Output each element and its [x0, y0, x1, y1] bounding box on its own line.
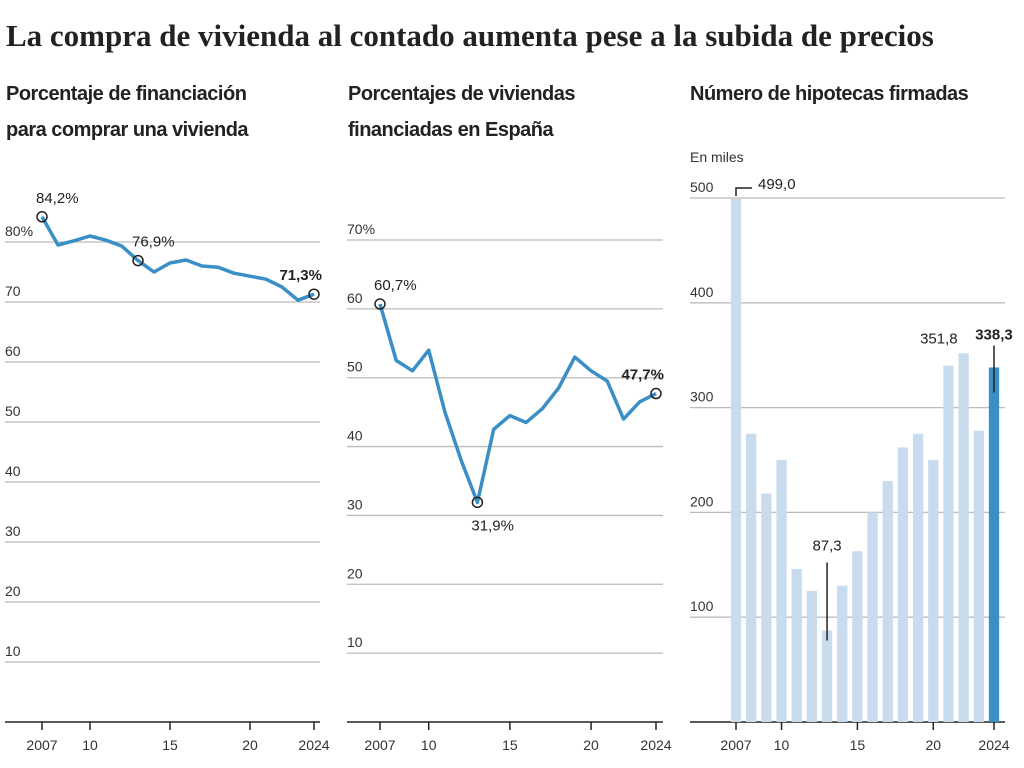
data-label: 31,9% [471, 517, 514, 534]
y-tick-label: 30 [5, 523, 21, 539]
x-tick-label: 20 [583, 737, 599, 753]
point [374, 298, 386, 310]
y-tick-label: 70% [347, 221, 375, 237]
bar [791, 568, 802, 722]
point [471, 496, 484, 509]
bar [928, 460, 939, 722]
y-tick-label: 10 [347, 634, 363, 650]
bar [988, 367, 1000, 722]
main-title: La compra de vivienda al contado aumenta… [6, 18, 934, 53]
data-label: 499,0 [758, 176, 796, 193]
y-tick-label: 100 [690, 598, 714, 614]
y-tick-label: 400 [690, 284, 714, 300]
x-tick-label: 15 [850, 737, 866, 753]
x-tick-label: 10 [774, 737, 790, 753]
x-tick-label: 2007 [720, 737, 751, 753]
x-tick-label: 2024 [298, 737, 329, 753]
y-tick-label: 50 [5, 403, 21, 419]
data-label: 87,3 [812, 538, 841, 555]
y-tick-label: 40 [5, 463, 21, 479]
y-tick-label: 30 [347, 496, 363, 512]
bar [882, 480, 893, 722]
y-tick-label: 60 [347, 290, 363, 306]
point [132, 254, 144, 267]
leader [735, 187, 752, 197]
data-label: 84,2% [36, 190, 79, 207]
data-label: 338,3 [975, 326, 1013, 343]
line [378, 303, 657, 505]
point [650, 387, 662, 400]
bar [821, 630, 833, 722]
y-tick-label: 10 [5, 643, 21, 659]
x-tick-label: 2007 [26, 737, 57, 753]
bar [837, 585, 848, 722]
y-tick-label: 50 [347, 359, 363, 375]
x-tick-label: 10 [421, 737, 437, 753]
bar [730, 199, 742, 723]
x-tick-label: 2007 [364, 737, 395, 753]
y-tick-label: 40 [347, 428, 363, 444]
bar [776, 460, 787, 722]
panel-title: Porcentajes de viviendas [348, 83, 575, 105]
x-tick-label: 15 [162, 737, 178, 753]
point [308, 288, 320, 300]
bar [867, 512, 878, 722]
panel-title: financiadas en España [348, 119, 555, 141]
point [36, 211, 48, 223]
bar [958, 353, 969, 722]
x-tick-label: 2024 [640, 737, 671, 753]
bar [746, 433, 757, 722]
panel-title: para comprar una vivienda [6, 119, 249, 141]
bar [761, 493, 772, 722]
data-label: 76,9% [132, 234, 175, 251]
x-tick-label: 2024 [978, 737, 1009, 753]
data-label: 47,7% [621, 367, 664, 384]
bar [897, 447, 909, 722]
data-label: 351,8 [920, 330, 958, 347]
line [40, 215, 315, 302]
y-tick-label: 200 [690, 493, 714, 509]
panel-title: Número de hipotecas firmadas [690, 83, 969, 105]
bar [912, 433, 924, 722]
y-tick-label: 20 [347, 565, 363, 581]
bar [943, 365, 954, 722]
x-tick-label: 10 [82, 737, 98, 753]
y-tick-label: 500 [690, 179, 714, 195]
panel-title: Porcentaje de financiación [6, 83, 246, 105]
bar [852, 551, 863, 722]
y-tick-label: 70 [5, 283, 21, 299]
y-tick-label: 300 [690, 389, 714, 405]
data-label: 71,3% [279, 267, 322, 284]
x-tick-label: 15 [502, 737, 518, 753]
x-tick-label: 20 [926, 737, 942, 753]
data-label: 60,7% [374, 277, 417, 294]
y-tick-label: 80% [5, 223, 33, 239]
y-tick-label: 60 [5, 343, 21, 359]
bar [973, 430, 984, 722]
panel-subtitle: En miles [690, 149, 744, 165]
bar [806, 591, 818, 722]
y-tick-label: 20 [5, 583, 21, 599]
x-tick-label: 20 [242, 737, 258, 753]
